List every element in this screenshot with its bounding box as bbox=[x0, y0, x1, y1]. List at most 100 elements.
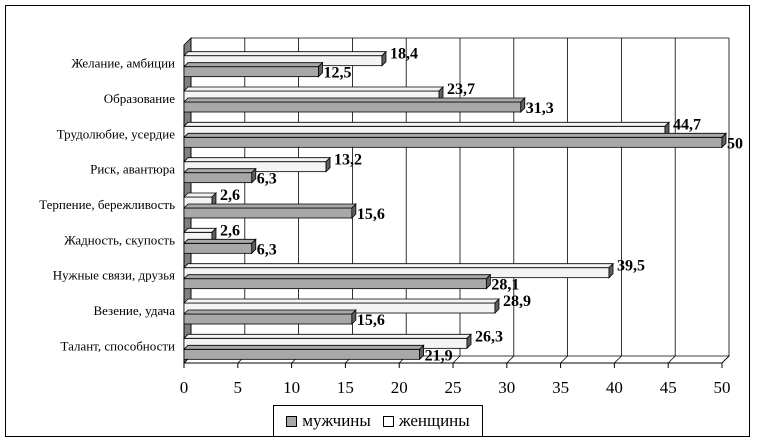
bar-women-end bbox=[494, 298, 500, 314]
value-label-women: 23,7 bbox=[447, 81, 475, 98]
bar-men bbox=[183, 309, 357, 325]
x-tick-label: 15 bbox=[337, 378, 354, 397]
legend-item-women: женщины bbox=[382, 411, 470, 431]
value-label-women: 39,5 bbox=[617, 258, 645, 275]
bar-men bbox=[183, 203, 357, 219]
category-label: Риск, авантюра bbox=[90, 162, 175, 177]
gridline-floor bbox=[614, 355, 622, 364]
bar-men-end bbox=[520, 97, 526, 113]
bar-men-face bbox=[183, 278, 487, 290]
x-tick-label: 50 bbox=[714, 378, 731, 397]
value-label-men: 50 bbox=[727, 135, 743, 152]
bar-women-end bbox=[381, 50, 387, 67]
value-label-men: 28,1 bbox=[491, 277, 519, 294]
bar-women-end bbox=[466, 333, 472, 350]
value-label-men: 31,3 bbox=[526, 100, 554, 117]
bar-men-face bbox=[183, 207, 353, 219]
bar-men-end bbox=[351, 309, 357, 325]
bar-men-end bbox=[251, 167, 257, 184]
category-label: Жадность, скупость bbox=[64, 232, 175, 247]
bar-men-top bbox=[183, 132, 727, 138]
legend-swatch-women bbox=[382, 415, 394, 427]
category-label: Желание, амбиции bbox=[71, 56, 175, 71]
value-label-men: 6,3 bbox=[257, 171, 277, 188]
bar-men-top bbox=[183, 97, 526, 103]
value-label-women: 13,2 bbox=[334, 152, 362, 169]
bar-men-face bbox=[183, 136, 723, 148]
legend-label-men: мужчины bbox=[302, 411, 371, 430]
bar-men-end bbox=[318, 61, 323, 78]
x-tick-label: 20 bbox=[391, 378, 408, 397]
x-tick-label: 5 bbox=[234, 378, 243, 397]
value-label-men: 6,3 bbox=[257, 241, 277, 258]
bar-women-top bbox=[183, 298, 500, 304]
bar-men-top bbox=[183, 274, 492, 280]
value-label-men: 15,6 bbox=[357, 206, 385, 223]
bar-men bbox=[183, 61, 324, 78]
bar-women-end bbox=[608, 262, 614, 279]
bar-women-top bbox=[183, 121, 670, 127]
value-label-men: 12,5 bbox=[324, 65, 352, 82]
bar-men-top bbox=[183, 344, 425, 350]
category-label: Талант, способности bbox=[60, 338, 175, 353]
category-label: Терпение, бережливость bbox=[39, 197, 175, 212]
gridline-floor bbox=[506, 355, 515, 364]
bar-women-top bbox=[183, 51, 387, 57]
category-label: Везение, удача bbox=[93, 303, 175, 318]
legend-swatch-men bbox=[286, 415, 298, 427]
bar-men-face bbox=[183, 66, 319, 78]
value-label-women: 2,6 bbox=[220, 187, 240, 204]
bar-women bbox=[183, 298, 500, 314]
bar-men bbox=[183, 167, 257, 184]
bar-men-face bbox=[183, 348, 421, 360]
value-label-women: 26,3 bbox=[475, 328, 503, 345]
bar-men-end bbox=[351, 203, 357, 219]
gridline-floor bbox=[452, 355, 461, 364]
bar-men-face bbox=[183, 313, 353, 325]
bar-men-end bbox=[485, 273, 491, 290]
x-tick-label: 30 bbox=[498, 378, 515, 397]
bar-men-top bbox=[183, 168, 257, 174]
bar-women-top bbox=[183, 263, 614, 269]
x-tick-label: 25 bbox=[445, 378, 462, 397]
gridline-floor bbox=[560, 355, 568, 364]
value-label-women: 18,4 bbox=[390, 46, 418, 63]
bar-women-end bbox=[325, 156, 331, 173]
value-label-women: 28,9 bbox=[503, 293, 531, 310]
legend-label-women: женщины bbox=[398, 411, 470, 430]
legend-item-men: мужчины bbox=[286, 411, 371, 431]
bar-women-top bbox=[183, 333, 472, 339]
legend: мужчины женщины bbox=[273, 405, 483, 437]
bar-men-top bbox=[183, 238, 257, 244]
x-tick-label: 10 bbox=[283, 378, 300, 397]
bar-women bbox=[183, 262, 614, 279]
bar-men-face bbox=[183, 101, 522, 113]
bar-men-face bbox=[183, 242, 253, 254]
gridline-floor bbox=[721, 355, 730, 364]
bar-men-end bbox=[251, 238, 257, 255]
bar-women-top bbox=[183, 86, 444, 92]
bar-women bbox=[183, 50, 387, 67]
value-label-women: 44,7 bbox=[673, 116, 701, 133]
bar-men-face bbox=[183, 172, 253, 184]
value-label-men: 15,6 bbox=[357, 312, 385, 329]
x-tick-label: 40 bbox=[606, 378, 623, 397]
value-label-men: 21,9 bbox=[425, 347, 453, 364]
bar-men-end bbox=[419, 344, 425, 361]
bar-men-top bbox=[183, 309, 357, 315]
bar-men-end bbox=[721, 132, 727, 149]
category-label: Образование bbox=[104, 91, 175, 106]
bar-men bbox=[183, 344, 425, 361]
category-label: Нужные связи, друзья bbox=[53, 268, 175, 283]
bar-women bbox=[183, 333, 472, 350]
value-label-women: 2,6 bbox=[220, 222, 240, 239]
x-tick-label: 45 bbox=[660, 378, 677, 397]
bar-women bbox=[183, 227, 217, 244]
bar-women bbox=[183, 86, 444, 102]
bar-men-top bbox=[183, 203, 357, 209]
bar-women-top bbox=[183, 157, 331, 163]
bar-men-top bbox=[183, 62, 324, 68]
bar-women-top bbox=[183, 192, 217, 198]
category-label: Трудолюбие, усердие bbox=[57, 126, 176, 141]
bar-men bbox=[183, 97, 526, 113]
